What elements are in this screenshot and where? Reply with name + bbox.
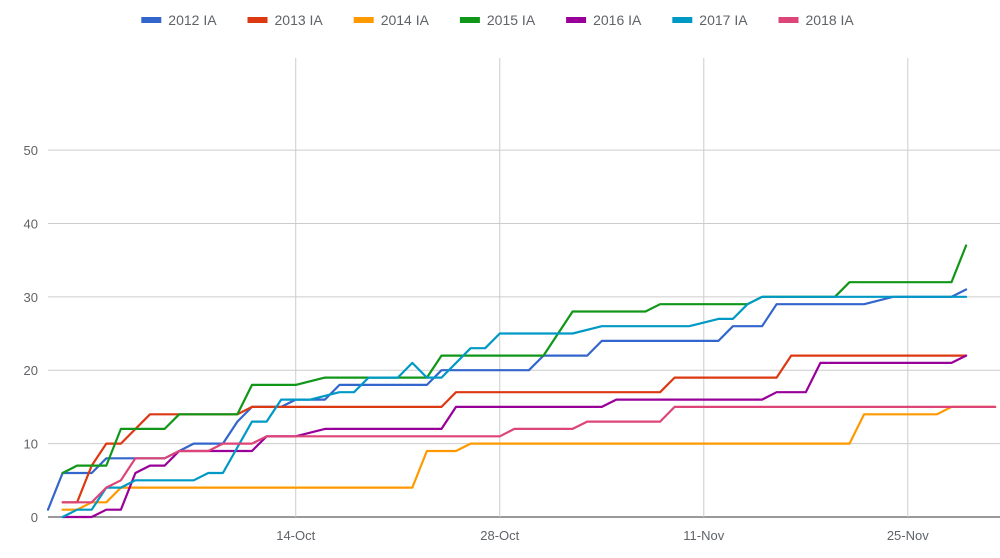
legend-label: 2013 IA xyxy=(275,12,324,28)
legend-label: 2012 IA xyxy=(168,12,217,28)
y-tick-label: 20 xyxy=(24,363,38,378)
legend-swatch xyxy=(459,17,480,23)
x-tick-label: 14-Oct xyxy=(276,528,315,543)
gridlines xyxy=(48,58,1000,518)
legend-item-2013-ia[interactable]: 2013 IA xyxy=(247,12,324,28)
legend-item-2016-ia[interactable]: 2016 IA xyxy=(566,12,642,28)
x-tick-label: 28-Oct xyxy=(480,528,519,543)
x-tick-label: 11-Nov xyxy=(683,528,724,543)
x-tick-label: 25-Nov xyxy=(887,528,929,543)
legend-item-2018-ia[interactable]: 2018 IA xyxy=(778,12,855,28)
legend-item-2015-ia[interactable]: 2015 IA xyxy=(459,12,536,28)
series-line-2018-ia xyxy=(61,405,997,504)
legend-swatch xyxy=(566,17,587,23)
series-line-2013-ia xyxy=(61,354,968,504)
legend-swatch xyxy=(141,17,162,23)
series-line-2014-ia xyxy=(61,405,997,511)
series-line-2016-ia xyxy=(61,354,968,519)
legend-label: 2016 IA xyxy=(593,12,642,28)
y-tick-label: 50 xyxy=(24,143,38,158)
legend-label: 2014 IA xyxy=(381,12,430,28)
series-line-2017-ia xyxy=(61,295,968,519)
legend-label: 2018 IA xyxy=(806,12,855,28)
legend-item-2012-ia[interactable]: 2012 IA xyxy=(141,12,217,28)
y-axis: 0 10 20 30 40 50 xyxy=(24,143,38,525)
series-line-2012-ia xyxy=(46,288,968,511)
series-line-2015-ia xyxy=(61,244,968,475)
legend-item-2017-ia[interactable]: 2017 IA xyxy=(672,12,748,28)
x-axis: 14-Oct 28-Oct 11-Nov 25-Nov xyxy=(276,528,929,543)
legend-swatch xyxy=(353,17,374,23)
y-tick-label: 0 xyxy=(31,510,38,525)
legend-label: 2015 IA xyxy=(487,12,536,28)
y-tick-label: 30 xyxy=(24,290,38,305)
legend-swatch xyxy=(778,17,799,23)
y-tick-label: 10 xyxy=(24,437,38,452)
legend: 2012 IA 2013 IA 2014 IA 2015 IA 2016 IA 2017 … xyxy=(141,12,854,28)
plot-area xyxy=(46,244,997,519)
legend-swatch xyxy=(672,17,693,23)
y-tick-label: 40 xyxy=(24,216,38,231)
legend-label: 2017 IA xyxy=(699,12,748,28)
legend-item-2014-ia[interactable]: 2014 IA xyxy=(353,12,430,28)
legend-swatch xyxy=(247,17,268,23)
